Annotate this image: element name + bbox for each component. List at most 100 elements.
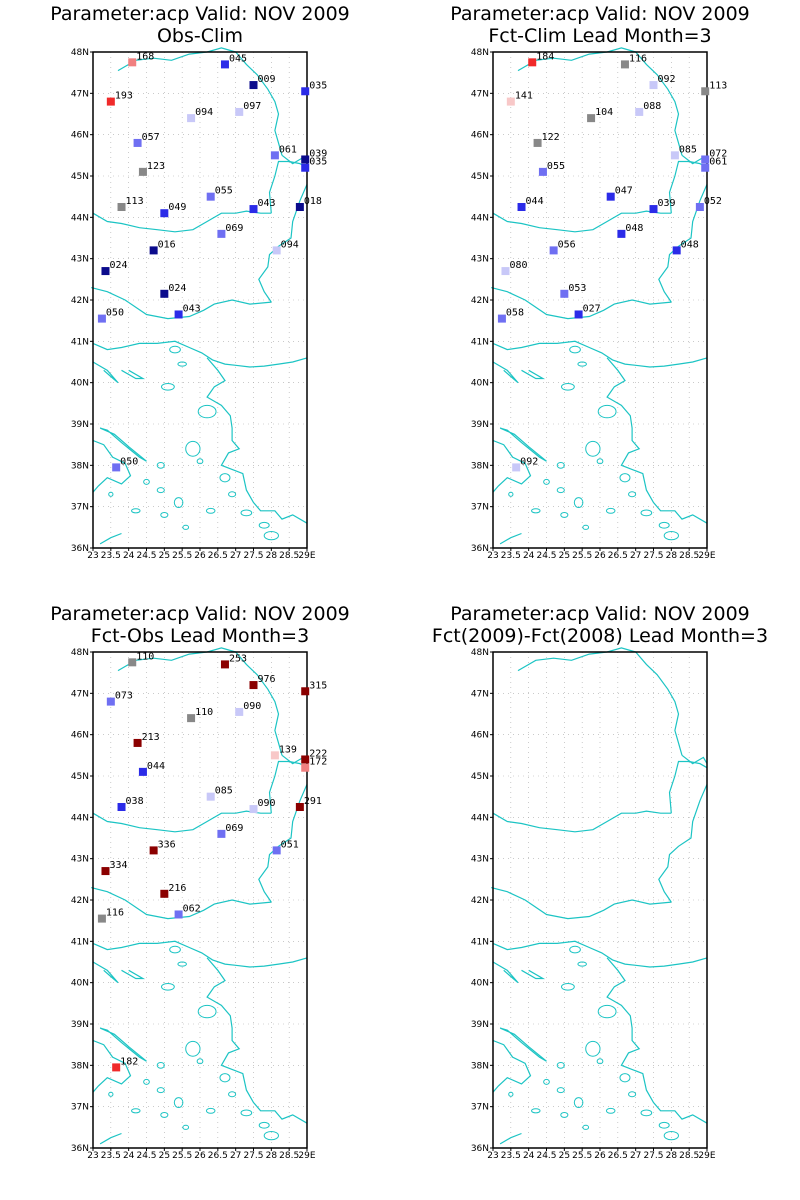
island bbox=[228, 491, 237, 498]
station-value-label: 050 bbox=[106, 308, 124, 319]
station-marker bbox=[538, 167, 547, 176]
island bbox=[197, 1004, 217, 1019]
station-marker bbox=[249, 81, 258, 90]
lat-tick-label: 48N bbox=[471, 648, 489, 658]
island bbox=[585, 1040, 601, 1057]
map-panel-fct-clim: Parameter:acp Valid: NOV 2009 Fct-Clim L… bbox=[400, 0, 800, 600]
coastline bbox=[491, 287, 672, 320]
island bbox=[240, 509, 253, 517]
lat-tick-label: 46N bbox=[71, 731, 89, 741]
island bbox=[196, 458, 204, 465]
station-marker bbox=[649, 205, 658, 214]
coastlines bbox=[491, 647, 708, 1145]
lat-tick-label: 46N bbox=[471, 731, 489, 741]
station-value-label: 039 bbox=[658, 198, 676, 209]
station-marker bbox=[235, 707, 244, 716]
lon-tick-label: 23.5 bbox=[101, 551, 121, 561]
island bbox=[619, 1073, 631, 1083]
station-marker bbox=[174, 310, 183, 319]
station-value-label: 056 bbox=[558, 239, 576, 250]
coastlines bbox=[491, 47, 708, 545]
island bbox=[585, 440, 601, 457]
lon-tick-label: 29E bbox=[698, 551, 715, 561]
station-marker bbox=[301, 87, 310, 96]
station-value-label: 073 bbox=[115, 691, 133, 702]
lat-tick-label: 48N bbox=[471, 48, 489, 58]
station-marker bbox=[549, 246, 558, 255]
lon-tick-label: 24 bbox=[123, 551, 135, 561]
station-marker bbox=[112, 463, 121, 472]
station-value-label: 193 bbox=[115, 91, 133, 102]
station-marker bbox=[272, 846, 281, 855]
lon-tick-label: 23 bbox=[487, 551, 498, 561]
coastline bbox=[492, 340, 708, 368]
station-value-label: 092 bbox=[658, 74, 676, 85]
station-value-label: 168 bbox=[136, 51, 154, 62]
coastline bbox=[117, 47, 236, 72]
island bbox=[182, 1124, 190, 1130]
island bbox=[560, 1111, 569, 1118]
station-marker bbox=[295, 203, 304, 211]
coastline bbox=[99, 427, 147, 462]
station-value-label: 027 bbox=[583, 303, 601, 314]
panel-title-line1: Parameter:acp Valid: NOV 2009 bbox=[50, 603, 350, 625]
coastline bbox=[499, 1132, 522, 1145]
station-value-label: 213 bbox=[142, 732, 160, 743]
lon-tick-label: 24.5 bbox=[536, 551, 556, 561]
station-marker bbox=[149, 246, 158, 255]
station-marker bbox=[101, 867, 110, 876]
lat-tick-label: 38N bbox=[71, 1061, 89, 1071]
coastline bbox=[235, 51, 283, 156]
station-marker bbox=[128, 658, 137, 667]
station-value-label: 104 bbox=[595, 107, 613, 118]
station-value-label: 009 bbox=[258, 74, 276, 85]
island bbox=[205, 1107, 216, 1114]
station-value-label: 334 bbox=[109, 860, 127, 871]
station-value-label: 139 bbox=[279, 744, 297, 755]
station-value-label: 052 bbox=[704, 196, 722, 207]
station-marker bbox=[187, 714, 196, 723]
island bbox=[531, 1108, 541, 1114]
station-value-label: 222 bbox=[309, 748, 327, 759]
station-value-label: 080 bbox=[509, 260, 527, 271]
station-marker bbox=[187, 114, 196, 123]
island bbox=[577, 361, 587, 367]
lon-tick-label: 29E bbox=[698, 1151, 715, 1161]
station-value-label: 090 bbox=[258, 798, 276, 809]
coastline bbox=[668, 160, 708, 214]
station-value-label: 336 bbox=[158, 839, 176, 850]
lon-tick-label: 27.5 bbox=[243, 551, 263, 561]
station-marker bbox=[112, 1063, 121, 1072]
island bbox=[169, 345, 181, 354]
island bbox=[597, 1004, 617, 1019]
lon-tick-label: 24.5 bbox=[136, 1151, 156, 1161]
station-map: 36N 37N 38N 39N 40N 41N 42N 43N 44N 45N 46N 47N 48N 2… bbox=[471, 47, 727, 561]
station-value-label: 051 bbox=[281, 839, 299, 850]
lon-tick-label: 27 bbox=[230, 551, 241, 561]
lon-tick-label: 25.5 bbox=[172, 551, 192, 561]
lat-tick-label: 44N bbox=[471, 813, 489, 823]
island bbox=[569, 345, 581, 354]
station-marker bbox=[701, 163, 710, 172]
station-marker bbox=[249, 805, 258, 814]
island bbox=[560, 982, 575, 991]
station-value-label: 216 bbox=[168, 883, 186, 894]
lat-tick-label: 41N bbox=[471, 337, 489, 347]
station-value-label: 044 bbox=[147, 761, 165, 772]
coastline bbox=[91, 887, 272, 920]
lon-tick-label: 25.5 bbox=[572, 1151, 592, 1161]
station-value-label: 038 bbox=[126, 796, 144, 807]
island bbox=[605, 507, 616, 514]
lon-tick-label: 28 bbox=[266, 551, 278, 561]
island bbox=[143, 1078, 150, 1085]
island bbox=[219, 473, 231, 483]
station-value-label: 024 bbox=[109, 260, 127, 271]
lat-tick-label: 47N bbox=[471, 689, 489, 699]
lon-tick-label: 26 bbox=[594, 1151, 606, 1161]
coastline bbox=[235, 651, 283, 756]
panel-title-line2: Fct(2009)-Fct(2008) Lead Month=3 bbox=[431, 625, 769, 647]
coastline bbox=[92, 210, 272, 233]
station-marker bbox=[106, 697, 115, 706]
coastline bbox=[268, 760, 308, 814]
coastlines bbox=[91, 47, 308, 545]
